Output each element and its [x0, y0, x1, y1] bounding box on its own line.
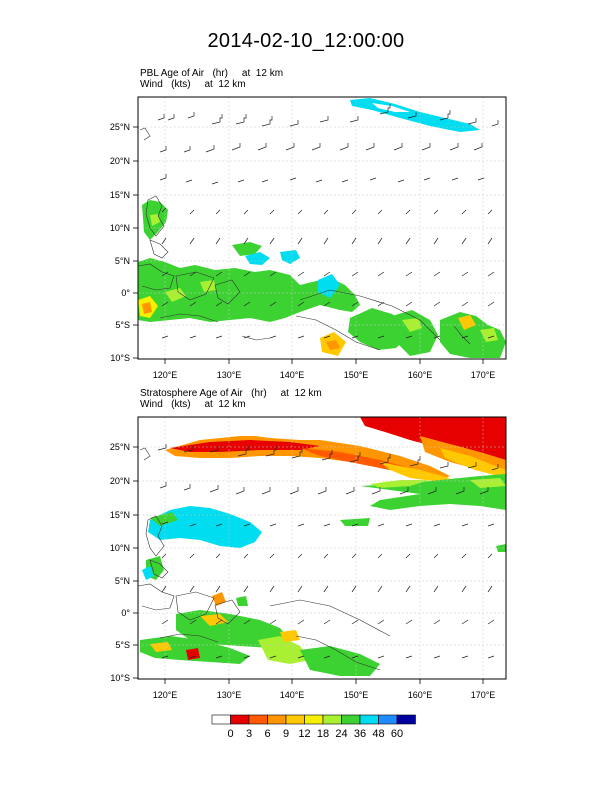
panel1-field-label: PBL Age of Air (hr) at 12 km: [140, 68, 284, 79]
panel2-gridlines: [138, 417, 506, 679]
lon-label: 150°E: [344, 690, 369, 700]
panel2-wind-barbs: [157, 444, 499, 659]
colorbar-label: 24: [335, 728, 347, 740]
lat-label: 10°N: [110, 223, 130, 233]
lat-label: 5°N: [115, 256, 130, 266]
panel2-lon-labels: 120°E 130°E 140°E 150°E 160°E 170°E: [153, 690, 496, 700]
panel2-coastlines: [138, 447, 391, 671]
lat-label: 5°S: [115, 640, 130, 650]
panel2-fill-field: [140, 417, 506, 676]
lon-label: 140°E: [280, 370, 305, 380]
colorbar-swatch: [322, 714, 342, 725]
lat-label: 15°N: [110, 510, 130, 520]
colorbar-label: 12: [298, 728, 310, 740]
lat-label: 5°N: [115, 576, 130, 586]
lat-label: 15°N: [110, 190, 130, 200]
panel1-lat-labels: 25°N 20°N 15°N 10°N 5°N 0° 5°S 10°S: [110, 122, 131, 363]
panel2-tick-marks: [133, 446, 484, 684]
colorbar-swatch: [378, 714, 398, 725]
colorbar-label: 48: [372, 728, 384, 740]
lat-label: 25°N: [110, 122, 130, 132]
colorbar-swatch: [248, 714, 268, 725]
colorbar-label: 18: [317, 728, 329, 740]
lon-label: 130°E: [217, 370, 242, 380]
lat-label: 0°: [121, 288, 130, 298]
colorbar-swatch: [359, 714, 379, 725]
panel2-field-label: Stratosphere Age of Air (hr) at 12 km: [140, 388, 322, 399]
lon-label: 150°E: [344, 370, 369, 380]
colorbar-swatch: [230, 714, 250, 725]
lat-label: 10°S: [110, 673, 130, 683]
colorbar-swatch: [341, 714, 361, 725]
lat-label: 20°N: [110, 156, 130, 166]
panel1-wind-label: Wind (kts) at 12 km: [140, 79, 246, 90]
lat-label: 20°N: [110, 476, 130, 486]
colorbar-label: 3: [246, 728, 252, 740]
colorbar-swatch: [304, 714, 324, 725]
colorbar-swatch: [285, 714, 305, 725]
colorbar-label: 0: [227, 728, 233, 740]
colorbar: 0 3 6 9 12 18 24 36 48 60: [211, 714, 416, 740]
map-title: 2014-02-10_12:00:00: [207, 30, 405, 52]
colorbar-label: 36: [354, 728, 366, 740]
panel1-wind-barbs: [157, 104, 499, 339]
lon-label: 130°E: [217, 690, 242, 700]
lon-label: 170°E: [471, 370, 496, 380]
lon-label: 120°E: [153, 690, 178, 700]
lon-label: 120°E: [153, 370, 178, 380]
colorbar-swatch: [267, 714, 287, 725]
lon-label: 160°E: [408, 690, 433, 700]
colorbar-label: 6: [264, 728, 270, 740]
lat-label: 25°N: [110, 442, 130, 452]
lat-label: 10°S: [110, 353, 130, 363]
colorbar-label: 9: [283, 728, 289, 740]
lat-label: 0°: [121, 608, 130, 618]
lat-label: 10°N: [110, 543, 130, 553]
lon-label: 160°E: [408, 370, 433, 380]
lon-label: 140°E: [280, 690, 305, 700]
colorbar-label: 60: [391, 728, 403, 740]
lon-label: 170°E: [471, 690, 496, 700]
panel2-map: 25°N 20°N 15°N 10°N 5°N 0° 5°S 10°S 120°…: [110, 416, 507, 700]
panel1-lon-labels: 120°E 130°E 140°E 150°E 160°E 170°E: [153, 370, 496, 380]
lat-label: 5°S: [115, 320, 130, 330]
panel1-tick-marks: [133, 126, 484, 364]
panel2-lat-labels: 25°N 20°N 15°N 10°N 5°N 0° 5°S 10°S: [110, 442, 131, 683]
colorbar-swatch: [211, 714, 231, 725]
panel2-wind-label: Wind (kts) at 12 km: [140, 399, 246, 410]
panel1-gridlines: [138, 97, 506, 359]
colorbar-swatch: [396, 714, 416, 725]
panel1-map: 25°N 20°N 15°N 10°N 5°N 0° 5°S 10°S 120°…: [110, 96, 507, 380]
